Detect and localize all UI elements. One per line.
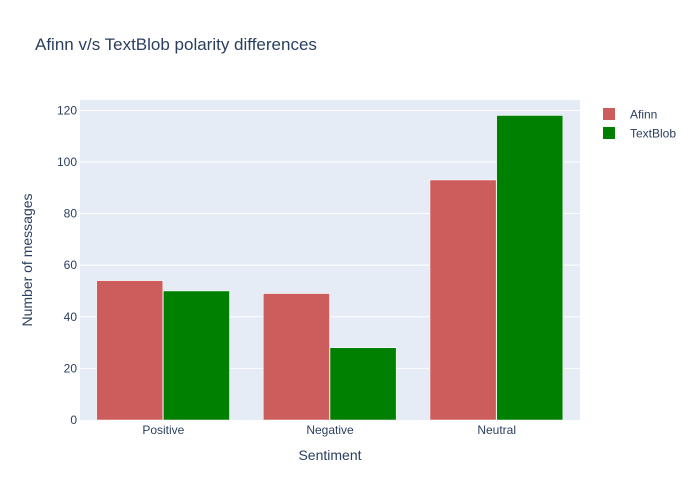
x-tick-label: Positive: [142, 423, 184, 437]
x-tick-label: Negative: [306, 423, 354, 437]
legend-swatch-afinn: [603, 108, 615, 120]
y-tick-label: 0: [70, 413, 77, 427]
y-axis-ticks: 0 20 40 60 80 100 120: [57, 103, 77, 427]
y-tick-label: 100: [57, 155, 77, 169]
bars: [96, 115, 564, 421]
chart-title: Afinn v/s TextBlob polarity differences: [35, 35, 317, 54]
y-tick-label: 20: [64, 361, 78, 375]
y-tick-label: 120: [57, 103, 77, 117]
legend-label-textblob: TextBlob: [630, 127, 676, 141]
bar-textblob-neutral: [496, 115, 564, 421]
bar-textblob-positive: [163, 290, 230, 421]
y-tick-label: 40: [64, 310, 78, 324]
legend-swatch-textblob: [603, 127, 615, 139]
bar-afinn-negative: [263, 293, 330, 421]
legend: Afinn TextBlob: [603, 108, 676, 141]
y-tick-label: 80: [64, 207, 78, 221]
x-axis-title: Sentiment: [298, 447, 361, 463]
x-axis-ticks: Positive Negative Neutral: [142, 423, 516, 437]
legend-label-afinn: Afinn: [630, 108, 657, 122]
bar-afinn-neutral: [429, 179, 497, 421]
bar-textblob-negative: [329, 347, 397, 421]
y-tick-label: 60: [64, 258, 78, 272]
x-tick-label: Neutral: [477, 423, 516, 437]
bar-afinn-positive: [96, 280, 164, 421]
y-axis-title: Number of messages: [19, 193, 35, 326]
